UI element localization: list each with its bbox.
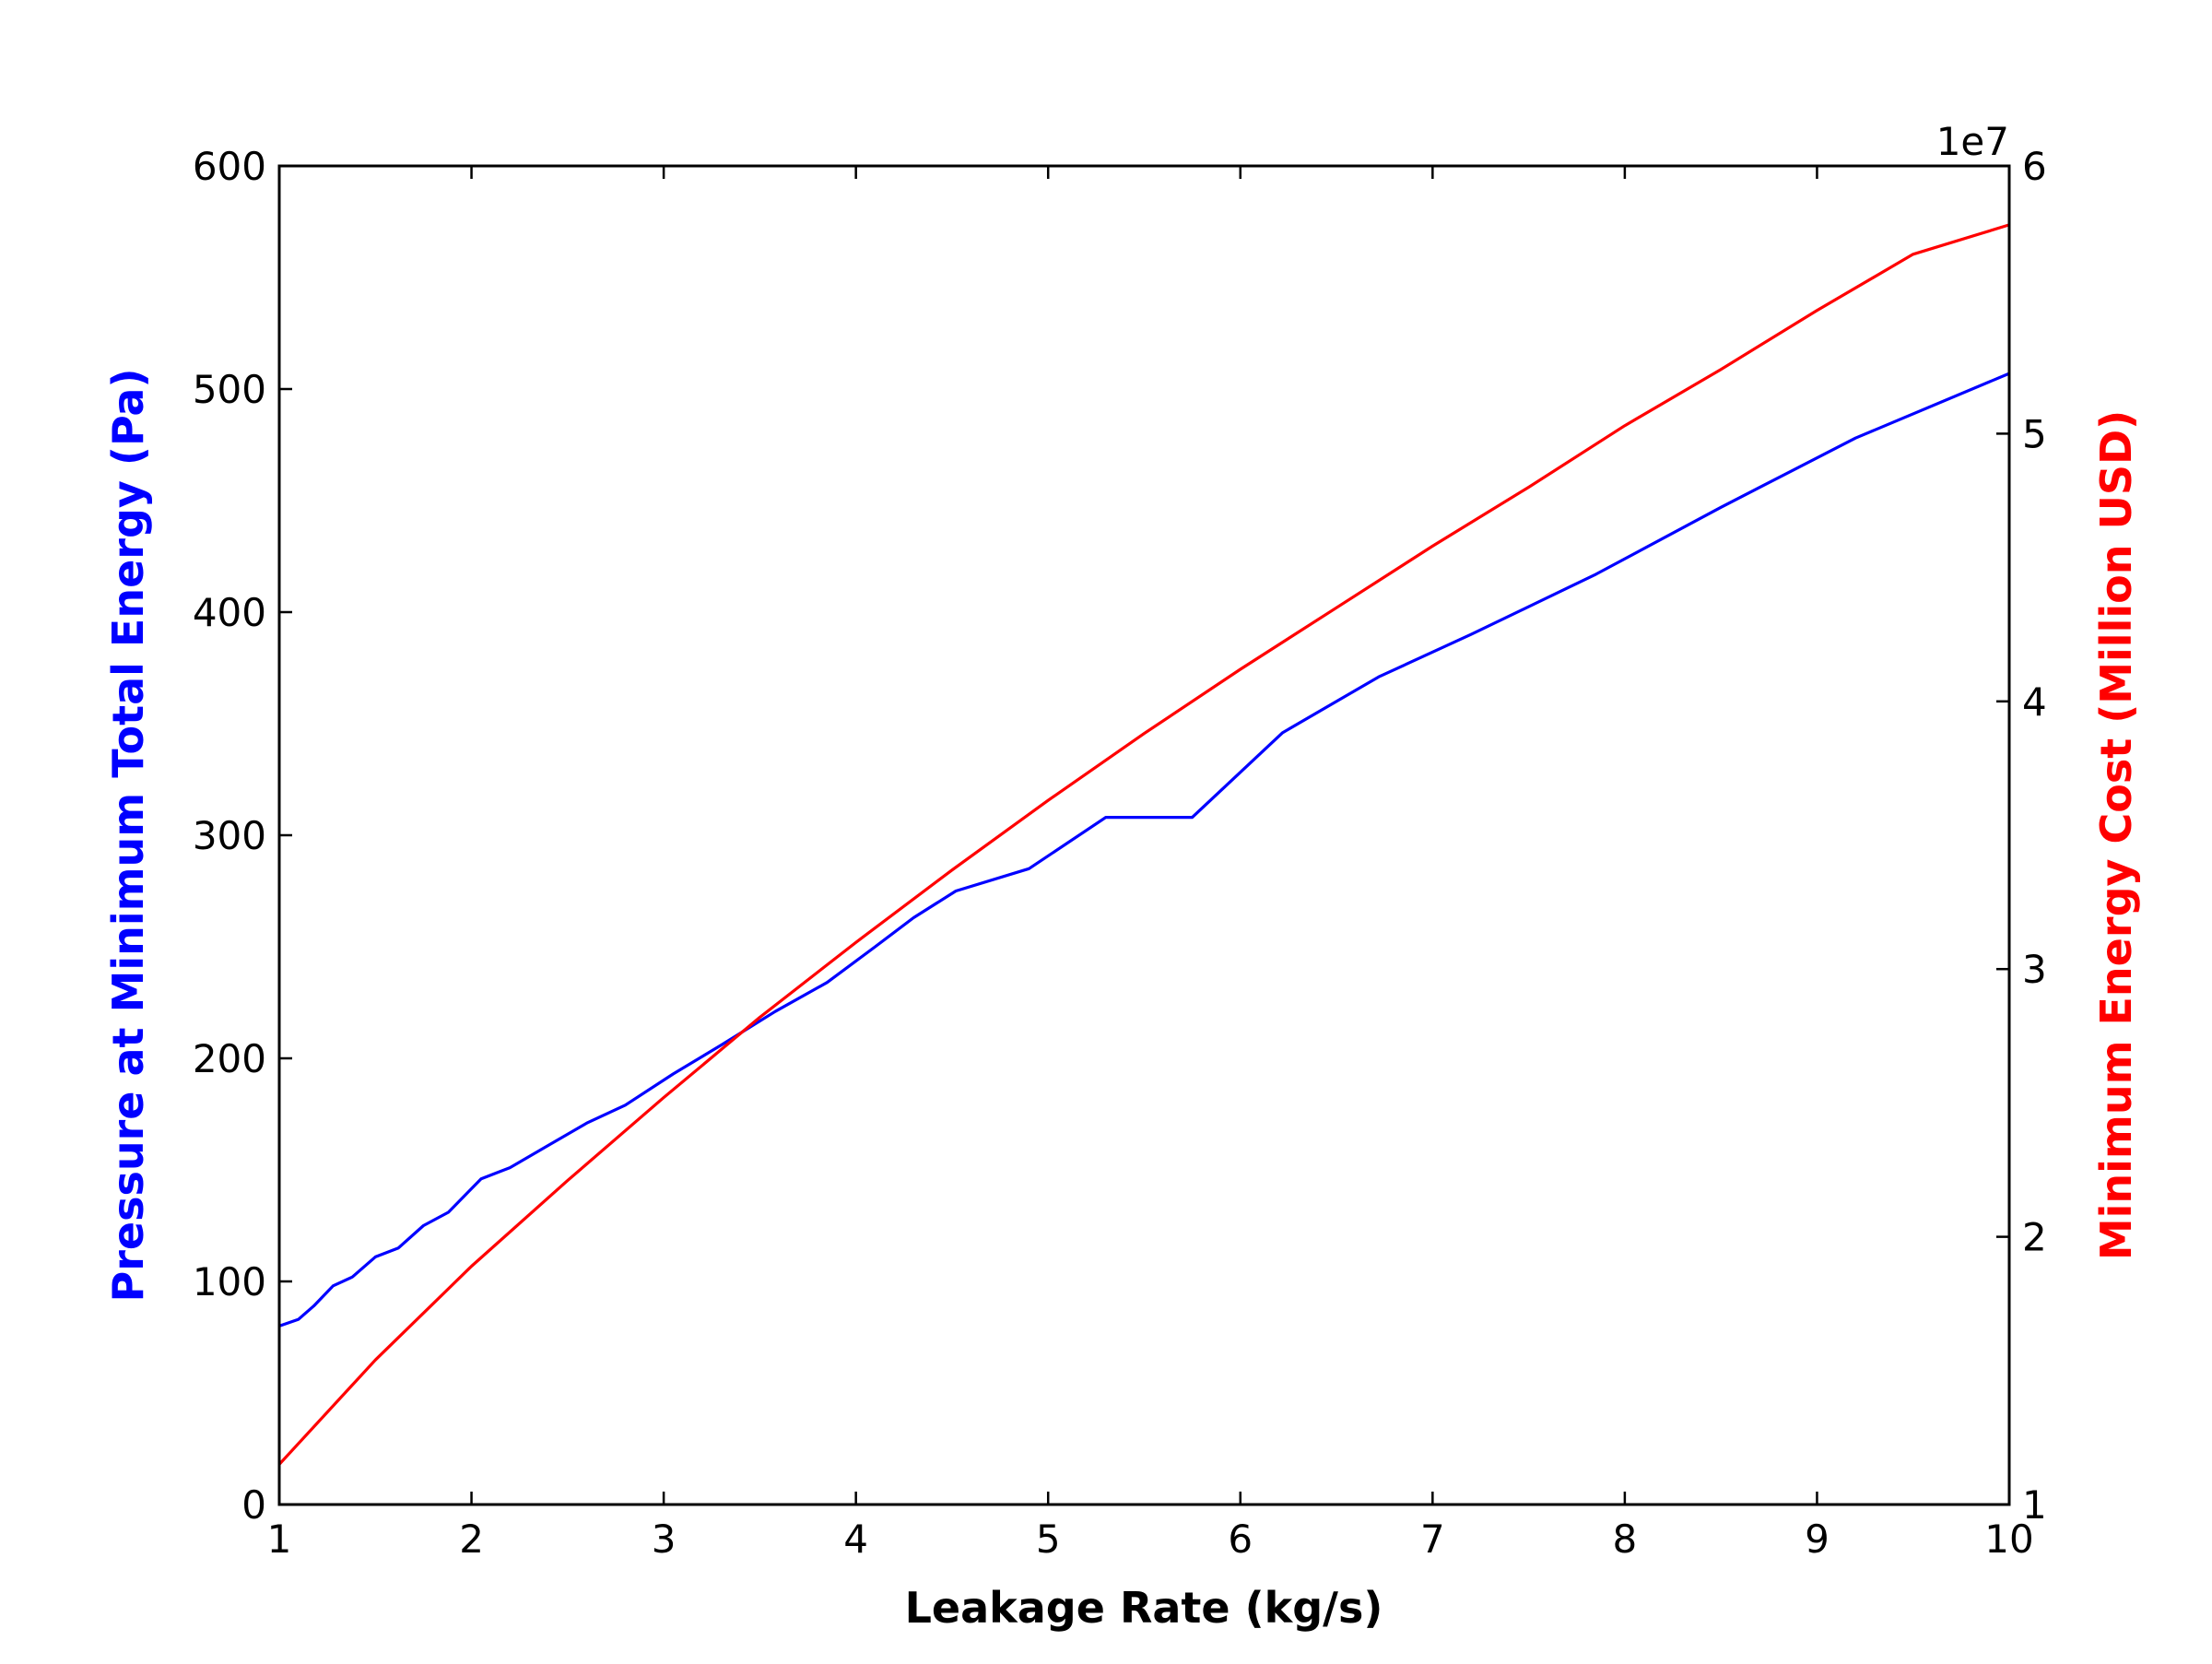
x-tick-label: 3 bbox=[652, 1516, 677, 1562]
x-tick-label: 9 bbox=[1805, 1516, 1830, 1562]
pressure-line bbox=[278, 372, 2010, 1328]
left-y-axis-label: Pressure at Minimum Total Energy (Pa) bbox=[103, 369, 153, 1303]
x-tick-label: 4 bbox=[843, 1516, 868, 1562]
left-y-tick-label: 100 bbox=[193, 1259, 266, 1304]
left-y-tick-label: 500 bbox=[193, 367, 266, 412]
x-axis-label: Leakage Rate (kg/s) bbox=[905, 1583, 1383, 1633]
right-y-tick-label: 3 bbox=[2022, 947, 2047, 992]
energy-cost-line bbox=[277, 223, 2010, 1466]
x-tick-label: 1 bbox=[267, 1516, 292, 1562]
x-tick-label: 6 bbox=[1228, 1516, 1253, 1562]
x-tick-label: 10 bbox=[1984, 1516, 2033, 1562]
right-y-tick-label: 1 bbox=[2022, 1482, 2047, 1528]
plot-area bbox=[279, 166, 2009, 1505]
x-tick-label: 7 bbox=[1420, 1516, 1445, 1562]
right-y-tick-label: 2 bbox=[2022, 1215, 2047, 1260]
left-y-tick-label: 0 bbox=[241, 1482, 266, 1528]
left-y-tick-label: 600 bbox=[193, 144, 266, 189]
right-y-tick-label: 6 bbox=[2022, 144, 2047, 189]
plot-frame bbox=[277, 164, 2011, 1506]
left-y-tick-label: 400 bbox=[193, 590, 266, 635]
x-tick-label: 2 bbox=[459, 1516, 484, 1562]
series-layer bbox=[277, 223, 2010, 1466]
right-y-tick-label: 4 bbox=[2022, 679, 2047, 725]
x-tick-label: 8 bbox=[1613, 1516, 1638, 1562]
left-y-tick-label: 300 bbox=[193, 813, 266, 858]
right-y-axis-label: Minimum Energy Cost (Million USD) bbox=[2091, 410, 2141, 1260]
x-tick-label: 5 bbox=[1036, 1516, 1061, 1562]
right-y-tick-label: 5 bbox=[2022, 411, 2047, 456]
left-y-tick-label: 200 bbox=[193, 1036, 266, 1081]
right-axis-offset-label: 1e7 bbox=[1936, 119, 2009, 164]
